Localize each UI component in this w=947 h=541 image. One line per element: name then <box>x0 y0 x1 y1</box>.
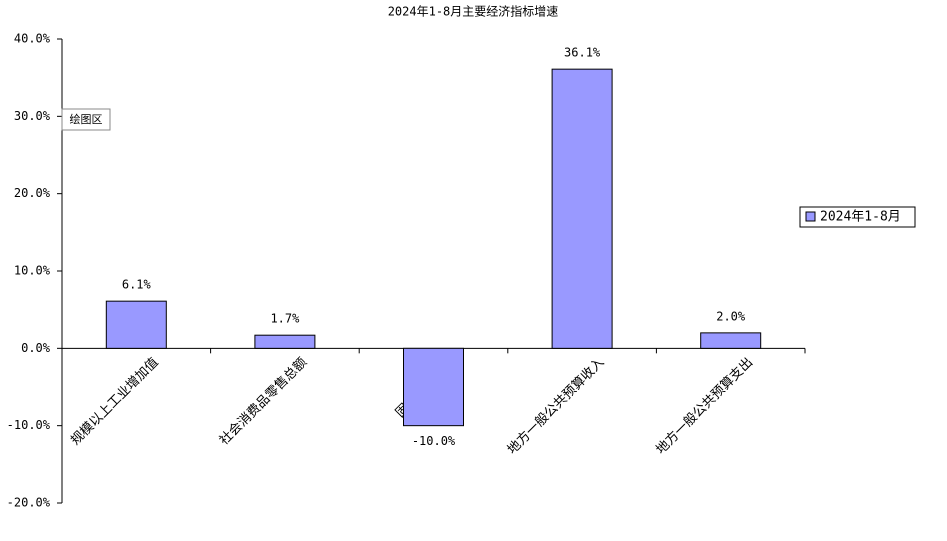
bar <box>551 68 613 349</box>
tooltip: 绘图区 <box>70 112 103 126</box>
bar <box>403 347 464 427</box>
bar <box>700 332 762 349</box>
value-label: 1.7% <box>270 312 300 326</box>
legend-box <box>799 206 916 228</box>
value-label: 6.1% <box>122 278 152 292</box>
chart-title: 2024年1-8月主要经济指标增速 <box>388 4 559 19</box>
x-tick-label: 社会消费品零售总额 <box>216 354 310 448</box>
x-tick-label: 规模以上工业增加值 <box>68 354 162 448</box>
legend-swatch <box>805 211 816 222</box>
y-tick-label: 40.0% <box>14 32 51 46</box>
y-tick-label: 30.0% <box>14 109 51 123</box>
value-label: 2.0% <box>716 309 746 323</box>
tooltip-box <box>61 108 111 131</box>
y-tick-label: -20.0% <box>7 496 51 510</box>
y-tick-label: 0.0% <box>21 341 51 355</box>
bar <box>105 300 167 349</box>
y-tick-label: -10.0% <box>7 418 51 432</box>
value-label: 36.1% <box>564 46 601 60</box>
bar <box>254 334 316 349</box>
x-tick-label: 地方一般公共预算收入 <box>504 354 607 457</box>
y-tick-label: 20.0% <box>14 186 51 200</box>
y-tick-label: 10.0% <box>14 264 51 278</box>
legend-label: 2024年1-8月 <box>820 210 901 225</box>
x-tick-label: 地方一般公共预算支出 <box>653 354 756 457</box>
value-label: -10.0% <box>412 434 456 448</box>
